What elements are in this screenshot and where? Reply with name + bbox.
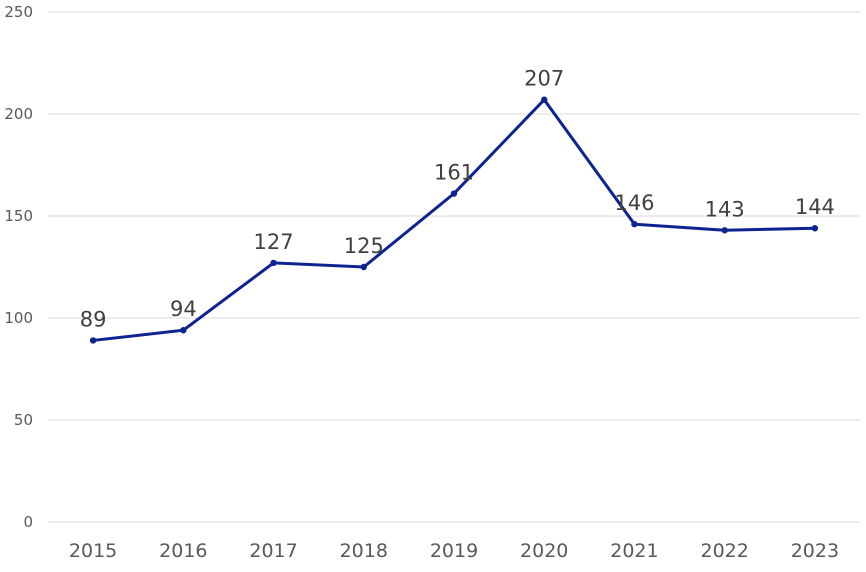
x-tick-label-2022: 2022 — [700, 540, 748, 562]
data-label-2020: 207 — [524, 67, 564, 91]
data-point-2019 — [450, 190, 458, 197]
y-tick-label-200: 200 — [4, 105, 33, 123]
y-tick-label-50: 50 — [14, 411, 33, 429]
x-tick-label-2019: 2019 — [430, 540, 478, 562]
data-point-2021 — [631, 220, 638, 228]
data-label-2023: 144 — [795, 195, 835, 219]
data-label-2015: 89 — [80, 307, 107, 331]
data-label-2018: 125 — [344, 234, 384, 258]
y-tick-label-250: 250 — [4, 3, 33, 21]
data-label-2017: 127 — [254, 230, 294, 254]
data-labels: 89 94 127 125 161 207 146 143 144 — [80, 67, 835, 332]
x-tick-label-2018: 2018 — [340, 540, 388, 562]
y-tick-label-100: 100 — [4, 309, 33, 327]
data-point-2022 — [721, 227, 728, 234]
data-label-2019: 161 — [434, 161, 474, 185]
data-point-2016 — [180, 327, 187, 334]
data-point-2015 — [89, 337, 97, 344]
data-label-2016: 94 — [170, 297, 197, 321]
x-tick-label-2020: 2020 — [520, 540, 568, 562]
data-point-2023 — [811, 225, 819, 232]
x-tick-label-2016: 2016 — [159, 540, 207, 562]
data-point-2020 — [541, 96, 548, 103]
y-tick-label-150: 150 — [4, 207, 33, 225]
data-label-2021: 146 — [614, 191, 654, 215]
x-tick-label-2017: 2017 — [249, 540, 297, 562]
data-label-2022: 143 — [705, 197, 745, 221]
x-tick-label-2023: 2023 — [791, 540, 839, 562]
x-tick-label-2015: 2015 — [69, 540, 117, 562]
y-axis-tick-labels: 0 50 100 150 200 250 — [4, 3, 33, 531]
data-point-2017 — [270, 259, 277, 267]
x-tick-label-2021: 2021 — [610, 540, 658, 562]
data-points — [89, 96, 819, 344]
data-point-2018 — [360, 263, 367, 271]
y-tick-label-0: 0 — [23, 513, 33, 531]
x-axis-tick-labels: 2015 2016 2017 2018 2019 2020 2021 2022 2023 — [69, 540, 839, 562]
gridlines — [48, 11, 860, 523]
